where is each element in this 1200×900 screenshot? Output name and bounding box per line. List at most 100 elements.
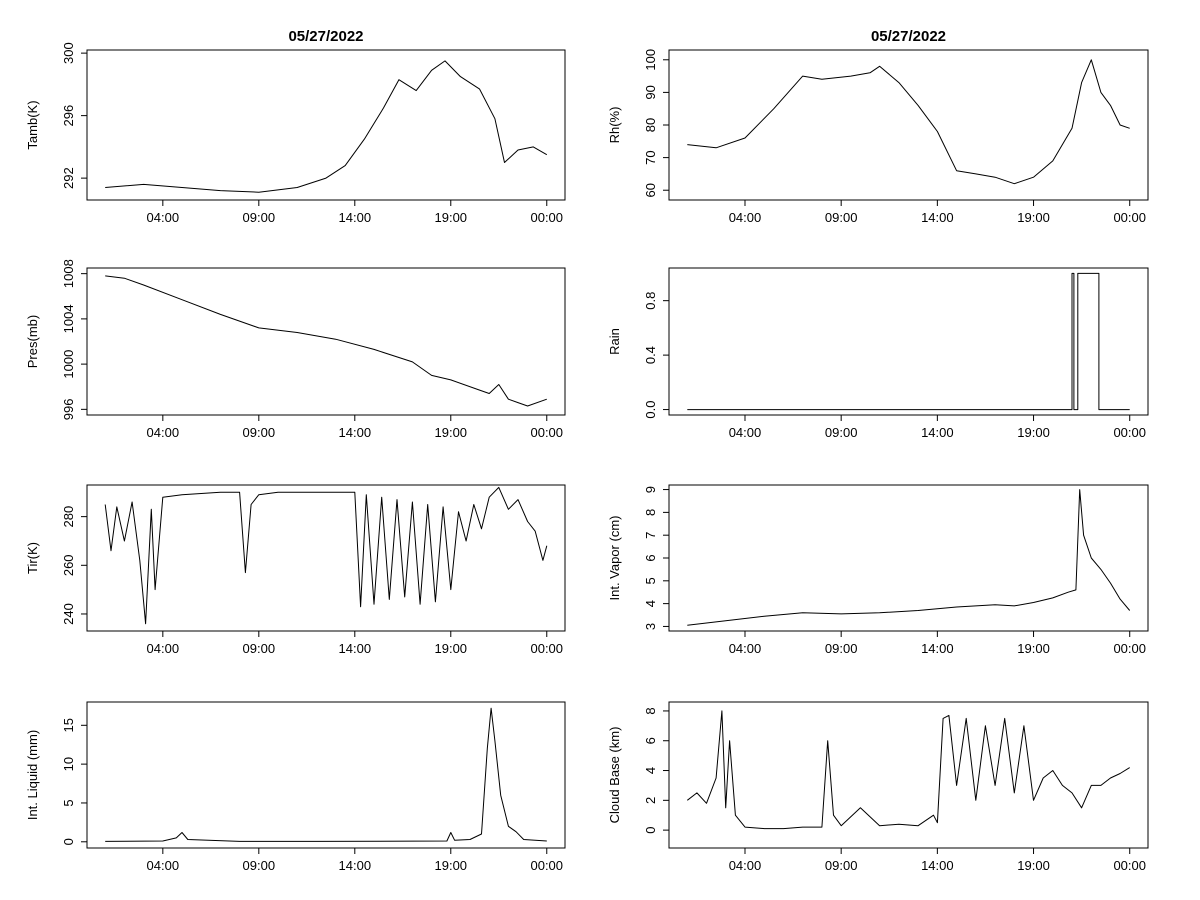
x-tick-label: 19:00 (435, 858, 468, 873)
y-tick-label: 6 (643, 737, 658, 744)
series-line-liquid (105, 707, 547, 842)
y-axis-label: Tir(K) (25, 542, 40, 574)
x-tick-label: 14:00 (921, 425, 954, 440)
y-tick-label: 5 (61, 799, 76, 806)
x-tick-label: 19:00 (1017, 641, 1050, 656)
y-tick-label: 1008 (61, 259, 76, 288)
x-tick-label: 14:00 (921, 858, 954, 873)
x-tick-label: 04:00 (729, 425, 762, 440)
y-tick-label: 260 (61, 554, 76, 576)
plot-frame (668, 267, 1149, 416)
panel-vapor: 04:00 09:00 14:00 19:00 00:00 3 4 5 6 7 8 9 Int. Vap… (607, 484, 1149, 656)
x-tick-label: 04:00 (729, 210, 762, 225)
plot-frame (86, 49, 566, 201)
plot-frame (86, 701, 566, 849)
y-tick-label: 3 (643, 623, 658, 630)
series-line-cloud (686, 710, 1130, 830)
y-tick-label: 100 (643, 49, 658, 71)
panel-rain: 04:00 09:00 14:00 19:00 00:00 0.0 0.4 0.8 Rain (607, 267, 1149, 440)
x-tick-label: 00:00 (530, 425, 563, 440)
y-axis-label: Cloud Base (km) (607, 727, 622, 824)
x-tick-label: 19:00 (1017, 425, 1050, 440)
y-axis-label: Int. Liquid (mm) (25, 730, 40, 820)
y-tick-label: 80 (643, 118, 658, 132)
x-tick-label: 09:00 (825, 210, 858, 225)
x-tick-label: 09:00 (825, 425, 858, 440)
y-tick-label: 15 (61, 718, 76, 732)
x-tick-label: 14:00 (339, 425, 372, 440)
series-line-rh (687, 59, 1130, 185)
y-tick-label: 4 (643, 767, 658, 774)
x-tick-label: 14:00 (339, 641, 372, 656)
x-tick-label: 04:00 (729, 858, 762, 873)
x-tick-label: 04:00 (147, 858, 180, 873)
y-tick-label: 2 (643, 797, 658, 804)
y-tick-label: 240 (61, 603, 76, 625)
series-line-tamb (105, 60, 548, 193)
chart-title: 05/27/2022 (288, 28, 363, 45)
y-axis-label: Tamb(K) (25, 100, 40, 149)
y-tick-label: 70 (643, 150, 658, 164)
x-tick-label: 09:00 (243, 210, 276, 225)
plot-frame (668, 484, 1149, 632)
y-axis-label: Rh(%) (607, 107, 622, 144)
y-tick-label: 7 (643, 532, 658, 539)
series-line-rain (687, 272, 1130, 411)
y-tick-label: 0.4 (643, 346, 658, 364)
x-tick-label: 00:00 (530, 858, 563, 873)
y-tick-label: 8 (643, 707, 658, 714)
y-tick-label: 292 (61, 167, 76, 189)
panel-pres: 04:00 09:00 14:00 19:00 00:00 996 1000 1004 1008… (25, 259, 566, 440)
plot-frame (86, 267, 566, 416)
y-axis-label: Rain (607, 328, 622, 355)
plot-frame (668, 49, 1149, 201)
series-line-tir (104, 486, 548, 625)
x-tick-label: 14:00 (339, 210, 372, 225)
y-tick-label: 60 (643, 183, 658, 197)
y-axis-label: Pres(mb) (25, 315, 40, 368)
x-tick-label: 14:00 (339, 858, 372, 873)
x-tick-label: 00:00 (530, 210, 563, 225)
y-axis-label: Int. Vapor (cm) (607, 515, 622, 600)
plot-frame (86, 484, 566, 632)
x-tick-label: 09:00 (243, 858, 276, 873)
x-tick-label: 19:00 (435, 210, 468, 225)
y-tick-label: 9 (643, 486, 658, 493)
x-tick-label: 00:00 (1113, 210, 1146, 225)
x-tick-label: 19:00 (1017, 210, 1050, 225)
x-tick-label: 04:00 (729, 641, 762, 656)
chart-title: 05/27/2022 (871, 28, 946, 45)
x-tick-label: 19:00 (435, 641, 468, 656)
x-tick-label: 14:00 (921, 210, 954, 225)
y-tick-label: 996 (61, 398, 76, 420)
x-tick-label: 09:00 (825, 641, 858, 656)
y-tick-label: 0.0 (643, 401, 658, 419)
x-tick-label: 04:00 (147, 425, 180, 440)
panel-tir: 04:00 09:00 14:00 19:00 00:00 240 260 280 Tir(K) (25, 484, 566, 656)
y-tick-label: 0 (643, 827, 658, 834)
y-tick-label: 0 (61, 838, 76, 845)
y-tick-label: 296 (61, 105, 76, 127)
x-tick-label: 09:00 (243, 425, 276, 440)
x-tick-label: 00:00 (1113, 641, 1146, 656)
plot-frame (668, 701, 1149, 849)
y-tick-label: 280 (61, 506, 76, 528)
series-line-pres (105, 275, 547, 407)
x-tick-label: 14:00 (921, 641, 954, 656)
y-tick-label: 5 (643, 577, 658, 584)
y-tick-label: 10 (61, 757, 76, 771)
y-tick-label: 1004 (61, 304, 76, 333)
y-tick-label: 0.8 (643, 292, 658, 310)
x-tick-label: 00:00 (1113, 425, 1146, 440)
x-tick-label: 04:00 (147, 210, 180, 225)
y-tick-label: 90 (643, 85, 658, 99)
y-tick-label: 300 (61, 42, 76, 64)
panel-rh: 05/27/2022 04:00 09:00 14:00 19:00 00:00 60 70 8… (607, 28, 1149, 225)
panel-tamb: 05/27/2022 04:00 09:00 14:00 19:00 00:00 292 29… (25, 28, 566, 225)
panel-liquid: 04:00 09:00 14:00 19:00 00:00 0 5 10 15 Int. Liqu… (25, 701, 566, 873)
panel-cloud: 04:00 09:00 14:00 19:00 00:00 0 2 4 6 8 Cloud Base… (607, 701, 1149, 873)
y-tick-label: 1000 (61, 350, 76, 379)
x-tick-label: 19:00 (435, 425, 468, 440)
x-tick-label: 09:00 (825, 858, 858, 873)
